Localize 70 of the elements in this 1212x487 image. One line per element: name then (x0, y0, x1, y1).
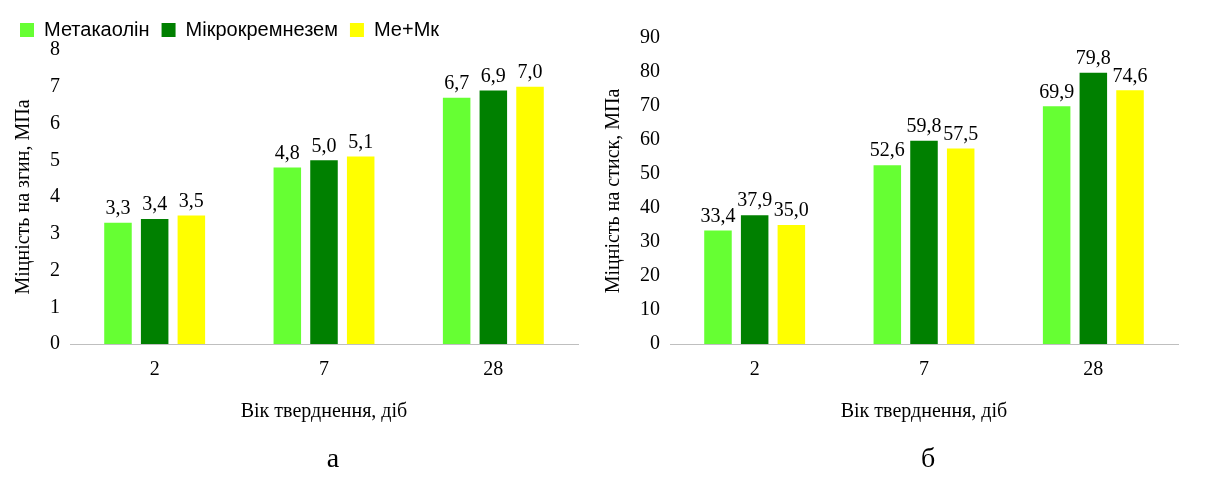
bar (910, 140, 938, 344)
data-label: 35,0 (773, 198, 809, 221)
data-label: 57,5 (943, 121, 979, 144)
data-label: 7,0 (517, 60, 543, 82)
bar (104, 222, 132, 344)
y-tick-label: 6 (50, 110, 60, 133)
bar (516, 86, 544, 344)
bar (777, 225, 806, 344)
y-tick-label: 10 (640, 297, 660, 320)
y-tick-label: 30 (640, 229, 660, 252)
data-label: 3,4 (142, 192, 168, 215)
x-tick-label: 28 (1083, 357, 1104, 380)
bar (346, 156, 375, 344)
text: а (325, 442, 341, 474)
bar (442, 97, 471, 344)
y-tick-label: 7 (50, 74, 60, 96)
data-label: 33,4 (700, 203, 736, 226)
y-tick-label: 90 (640, 25, 660, 48)
bar (140, 219, 169, 344)
y-tick-label: 80 (640, 59, 660, 82)
legend-label: Ме+Мк (373, 17, 440, 40)
y-tick-label: 3 (50, 221, 60, 243)
y-tick-label: 60 (640, 127, 660, 150)
data-label: 37,9 (737, 188, 773, 211)
y-tick-label: 5 (50, 147, 60, 170)
x-axis-title: Вік тверднення, діб (240, 399, 408, 423)
data-label: 3,3 (105, 195, 131, 218)
data-label: 69,9 (1039, 79, 1075, 102)
data-label: 79,8 (1075, 45, 1111, 68)
y-axis-title: Міцність на стиск, МПа (601, 88, 625, 294)
data-label: 59,8 (906, 113, 942, 136)
bar (704, 230, 732, 344)
bar (273, 167, 302, 344)
x-tick-label: 28 (483, 357, 504, 380)
legend-label: Метакаолін (44, 17, 150, 40)
data-label: 5,1 (348, 129, 374, 152)
bar (873, 165, 902, 344)
data-label: 6,7 (444, 71, 470, 94)
data-label: 52,6 (869, 138, 905, 161)
bar (1042, 106, 1071, 344)
data-label: 3,5 (178, 188, 204, 211)
text: б (919, 442, 937, 474)
x-tick-label: 2 (149, 357, 160, 380)
y-tick-label: 8 (50, 37, 60, 60)
y-tick-label: 4 (50, 184, 60, 207)
y-tick-label: 0 (650, 331, 660, 354)
y-tick-label: 50 (640, 161, 660, 184)
data-label: 6,9 (480, 63, 506, 86)
x-axis-title: Вік тверднення, діб (840, 399, 1008, 423)
y-tick-label: 1 (50, 294, 60, 317)
bar (177, 215, 206, 344)
bar (1079, 72, 1108, 344)
y-tick-label: 0 (50, 331, 60, 354)
x-tick-label: 2 (749, 357, 760, 380)
x-tick-label: 7 (919, 357, 929, 380)
y-tick-label: 20 (640, 263, 660, 286)
y-tick-label: 70 (640, 93, 660, 116)
bar (479, 90, 508, 344)
bar (1116, 90, 1144, 344)
bar (310, 160, 338, 344)
legend-label: Мікрокремнезем (185, 17, 338, 40)
y-tick-label: 40 (640, 195, 660, 218)
y-axis-title: Міцність на згин, МПа (11, 99, 35, 295)
x-tick-label: 7 (319, 357, 329, 380)
data-label: 5,0 (311, 133, 337, 156)
data-label: 74,6 (1112, 63, 1148, 86)
y-tick-label: 2 (50, 257, 60, 280)
bar (740, 215, 769, 344)
data-label: 4,8 (274, 140, 300, 163)
bar (946, 148, 975, 344)
